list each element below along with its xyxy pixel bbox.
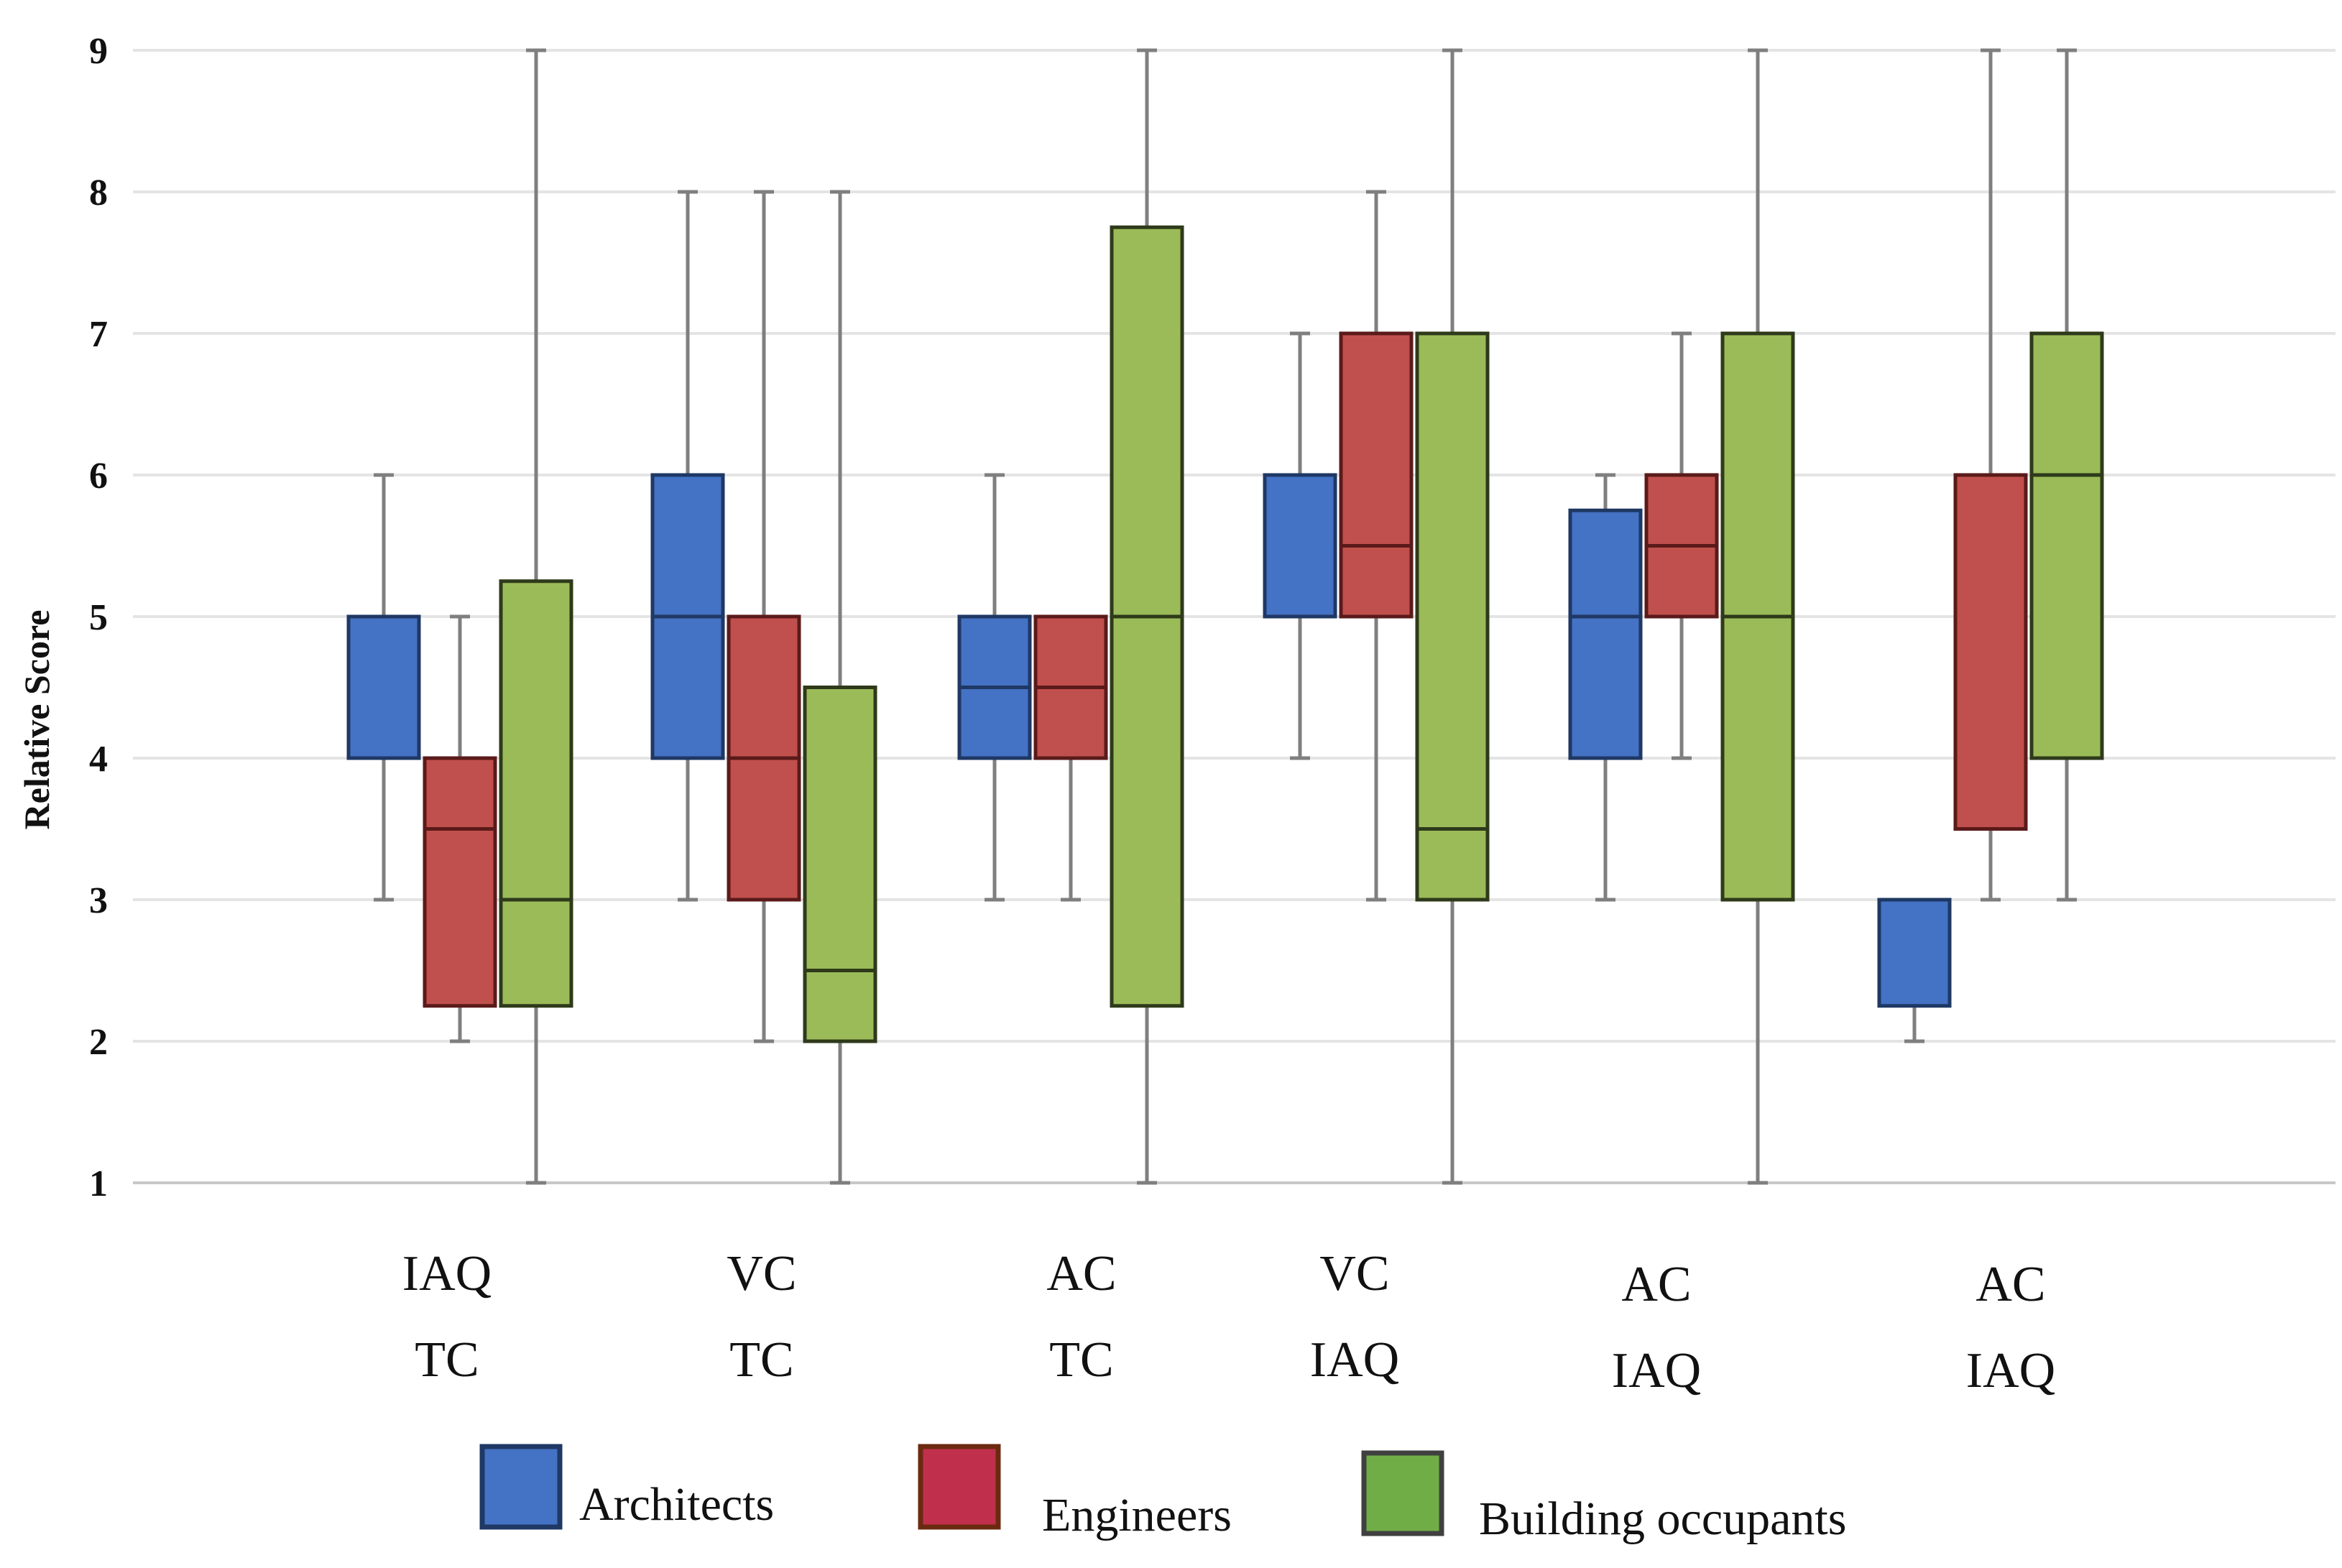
box-iqr	[1415, 331, 1490, 902]
category-label-top: VC	[1319, 1246, 1389, 1301]
box-iqr	[1568, 508, 1643, 760]
category-label-top: AC	[1621, 1257, 1691, 1312]
legend-swatch	[1361, 1450, 1444, 1536]
category-label-bottom: IAQ	[1966, 1343, 2055, 1398]
y-tick-label: 1	[89, 1163, 108, 1204]
legend-label: Engineers	[1042, 1489, 1232, 1541]
category-label-top: IAQ	[402, 1246, 492, 1301]
box-iqr	[346, 614, 421, 760]
y-tick-label: 7	[89, 314, 108, 355]
box-architects	[1568, 473, 1643, 902]
box-engineers	[727, 190, 801, 1043]
category-label-bottom: TC	[415, 1332, 479, 1388]
box-iqr	[423, 756, 497, 1008]
box-architects	[1877, 898, 1952, 1043]
y-tick-label: 8	[89, 172, 108, 213]
box-architects	[346, 473, 421, 902]
legend: Architects Engineers Building occupants	[479, 1444, 1846, 1545]
y-tick-label: 2	[89, 1022, 108, 1063]
y-tick-label: 5	[89, 597, 108, 638]
category-label-bottom: IAQ	[1310, 1332, 1399, 1388]
box-iqr	[2029, 331, 2104, 760]
category-label-top: AC	[1976, 1257, 2045, 1312]
box-building-occupants	[1110, 48, 1184, 1185]
box-iqr	[1263, 473, 1337, 619]
box-engineers	[1033, 614, 1108, 902]
y-axis-title: Relative Score	[17, 610, 57, 830]
category-label-bottom: TC	[1049, 1332, 1113, 1388]
y-tick-label: 6	[89, 456, 108, 497]
category-label-bottom: TC	[729, 1332, 793, 1388]
legend-label: Building occupants	[1479, 1493, 1846, 1545]
y-tick-label: 3	[89, 880, 108, 921]
box-engineers	[1644, 331, 1719, 760]
box-building-occupants	[2029, 48, 2104, 902]
box-building-occupants	[803, 190, 877, 1185]
box-iqr	[803, 686, 877, 1043]
box-building-occupants	[1720, 48, 1795, 1185]
box-iqr	[1339, 331, 1414, 619]
y-tick-label: 9	[89, 31, 108, 72]
box-architects	[1263, 331, 1337, 760]
legend-label: Architects	[579, 1478, 774, 1531]
box-architects	[650, 190, 725, 902]
legend-swatch	[479, 1444, 563, 1530]
x-axis-categories: IAQ TC VC TC AC TC VC IAQ AC IAQ AC IAQ	[402, 1246, 2055, 1398]
y-tick-label: 4	[89, 739, 108, 780]
box-iqr	[499, 579, 573, 1008]
box-building-occupants	[499, 48, 573, 1185]
y-axis-ticks: 1 2 3 4 5 6 7 8 9	[89, 31, 108, 1204]
box-engineers	[1339, 190, 1414, 902]
category-label-top: AC	[1046, 1246, 1116, 1301]
box-iqr	[1953, 473, 2028, 831]
category-label-bottom: IAQ	[1612, 1343, 1701, 1398]
box-building-occupants	[1415, 48, 1490, 1185]
box-iqr	[1877, 898, 1952, 1008]
boxes	[346, 48, 2104, 1185]
box-engineers	[423, 614, 497, 1043]
box-engineers	[1953, 48, 2028, 902]
category-label-top: VC	[727, 1246, 796, 1301]
legend-swatch	[918, 1444, 1001, 1530]
box-architects	[957, 473, 1032, 902]
